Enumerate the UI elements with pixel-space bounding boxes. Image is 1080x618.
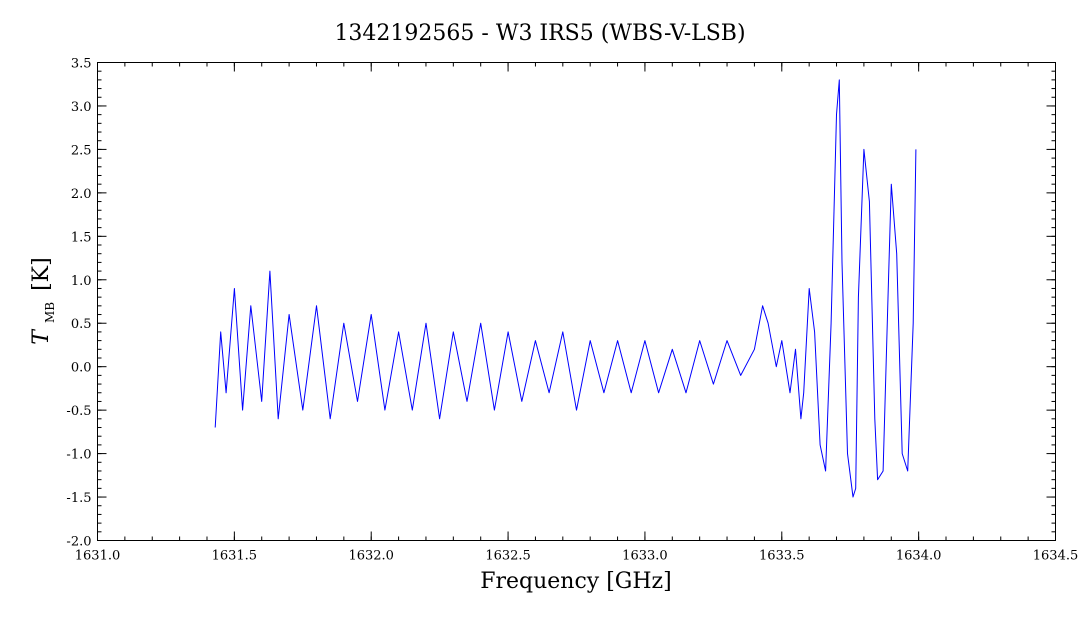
y-tick-label: -2.0 — [66, 535, 91, 550]
x-tick-label: 1631.5 — [212, 549, 258, 564]
y-axis-label-unit: [K] — [29, 257, 54, 291]
y-tick-label: 1.5 — [71, 230, 92, 245]
x-tick-label: 1632.0 — [348, 549, 394, 564]
x-tick-label: 1634.0 — [896, 549, 942, 564]
y-tick-label: -1.5 — [66, 491, 91, 506]
y-tick-label: 3.0 — [71, 100, 92, 115]
y-axis-label-subscript: MB — [43, 302, 57, 323]
x-tick-label: 1633.0 — [622, 549, 668, 564]
x-tick-label: 1632.5 — [485, 549, 531, 564]
x-tick-label: 1631.0 — [75, 549, 121, 564]
series-layer — [214, 79, 917, 498]
x-tick-label: 1633.5 — [759, 549, 805, 564]
y-tick-label: 0.0 — [71, 361, 92, 376]
y-tick-label: 3.5 — [71, 57, 92, 72]
spectrum-series-line — [214, 79, 917, 498]
y-axis-label-symbol: T — [29, 328, 54, 345]
y-tick-label: -0.5 — [66, 404, 91, 419]
axis-tick-labels: 1631.0 1631.5 1632.0 1632.5 1633.0 1633.5 1634… — [66, 57, 1078, 564]
y-tick-label: 0.5 — [71, 317, 92, 332]
chart-title: 1342192565 - W3 IRS5 (WBS-V-LSB) — [334, 21, 745, 46]
y-tick-label: 2.0 — [71, 187, 92, 202]
y-axis-label: T MB [K] — [29, 257, 60, 344]
x-tick-label: 1634.5 — [1033, 549, 1079, 564]
axis-ticks — [97, 62, 1056, 541]
plot-frame — [97, 62, 1056, 541]
y-tick-label: -1.0 — [66, 448, 91, 463]
x-axis-label: Frequency [GHz] — [480, 569, 672, 594]
y-tick-label: 2.5 — [71, 143, 92, 158]
y-tick-label: 1.0 — [71, 274, 92, 289]
